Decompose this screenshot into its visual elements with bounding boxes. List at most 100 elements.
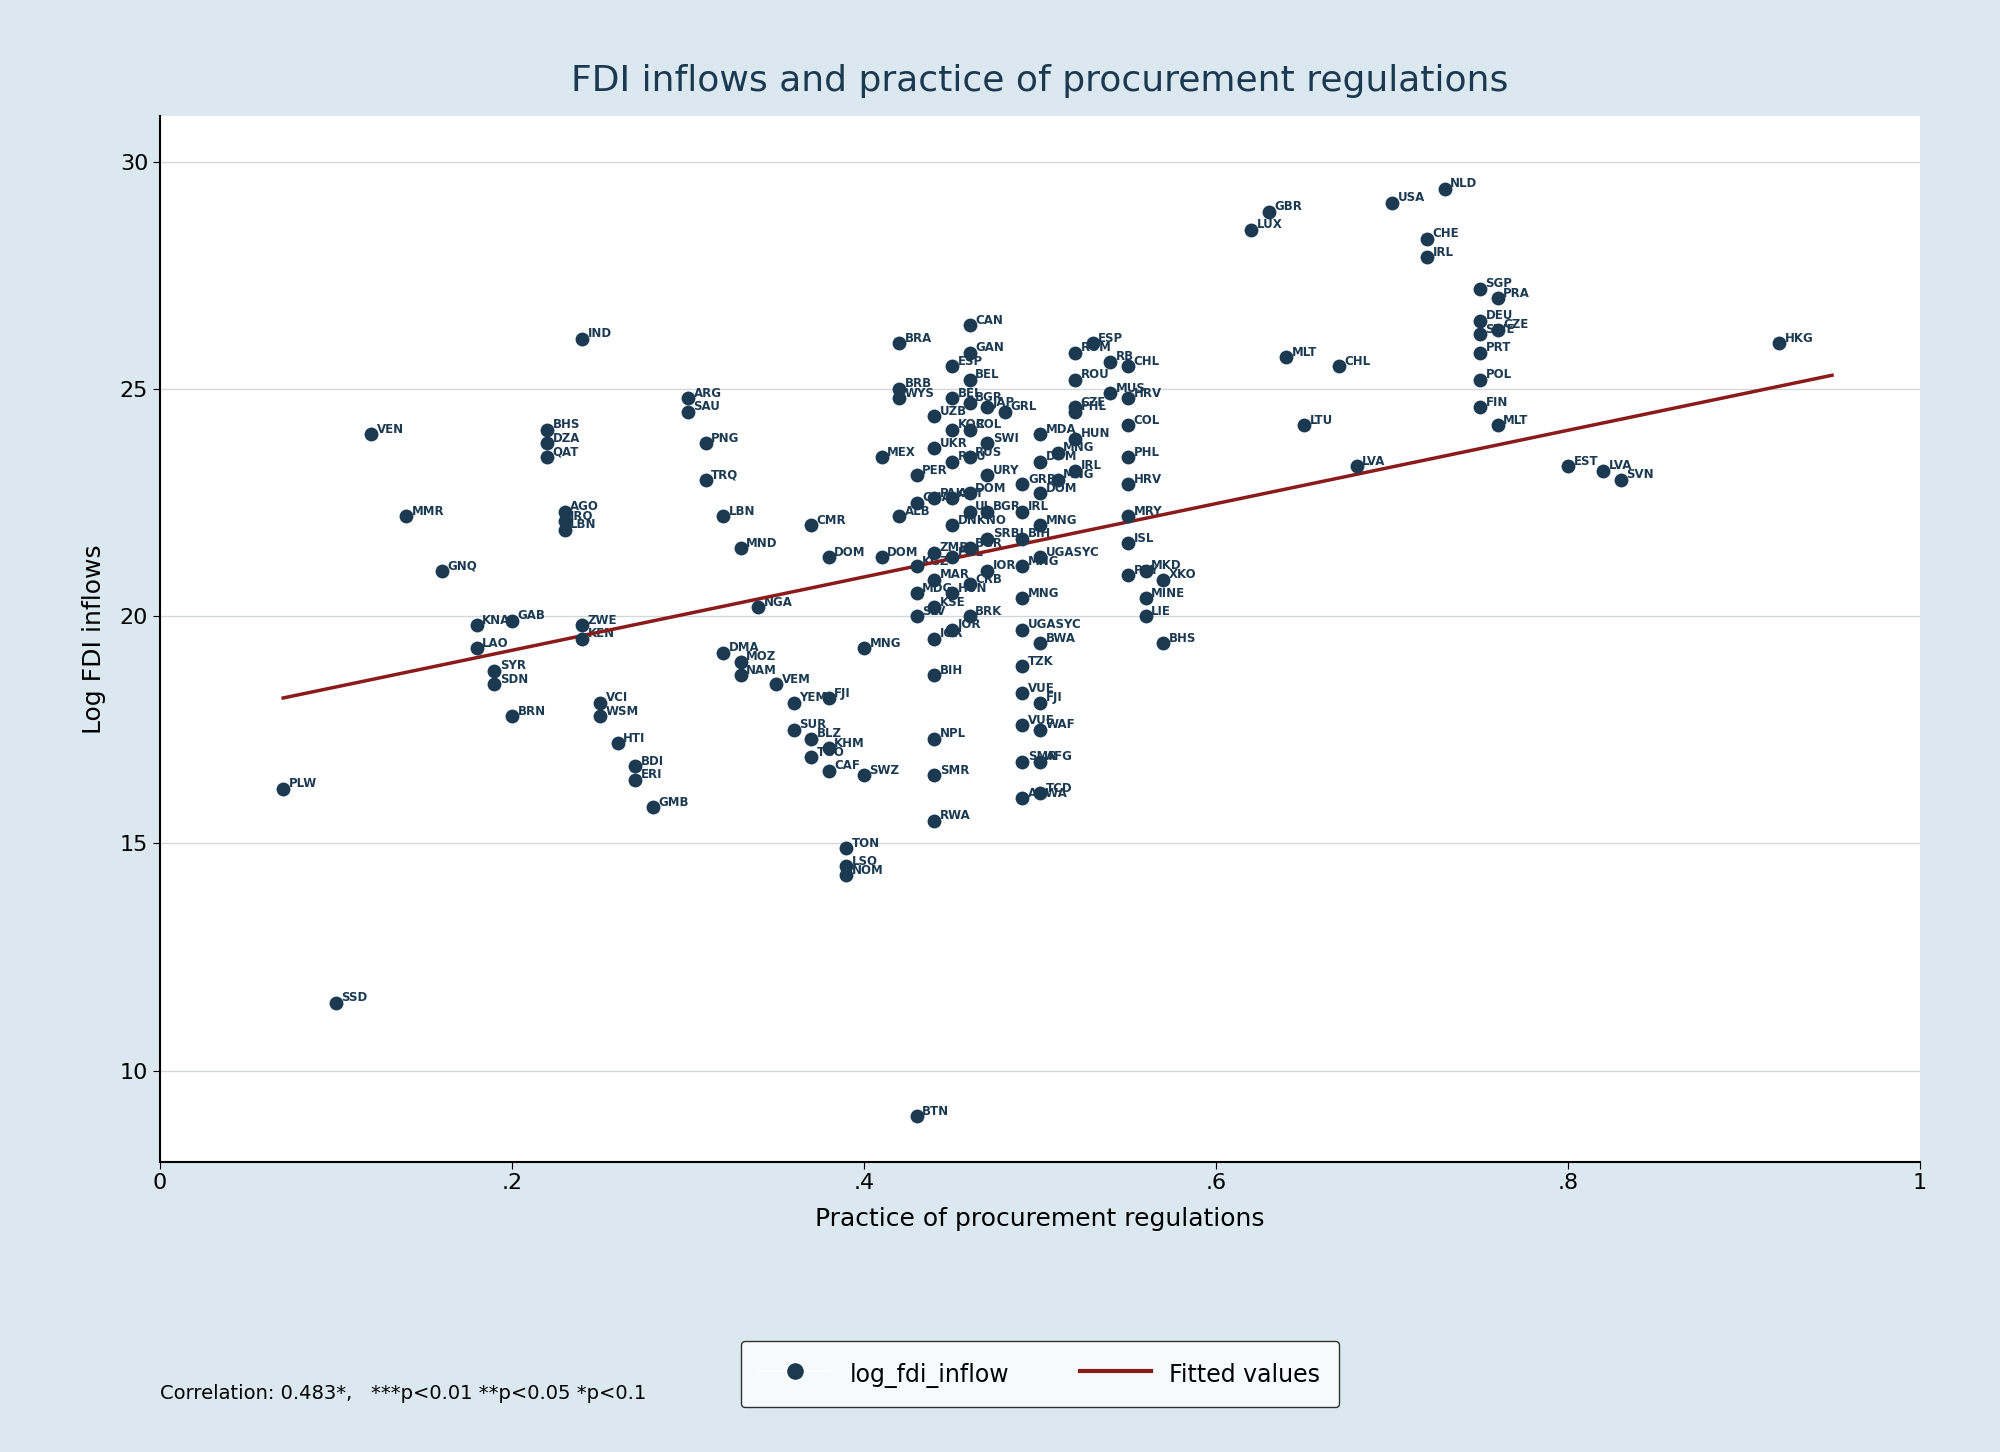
Point (1042, 468, 1074, 491)
Point (972, 527, 1004, 550)
Text: WSM: WSM (606, 704, 638, 717)
Text: IRL: IRL (1080, 459, 1102, 472)
Point (636, 796, 668, 819)
Text: DOM: DOM (976, 482, 1006, 495)
Text: LSO: LSO (852, 855, 878, 868)
Point (1006, 499, 1038, 523)
Point (972, 463, 1004, 486)
Text: BRN: BRN (518, 704, 546, 717)
Point (1112, 531, 1144, 555)
Point (1112, 504, 1144, 527)
Point (936, 354, 968, 378)
Point (1006, 787, 1038, 810)
Point (742, 595, 774, 619)
Point (918, 542, 950, 565)
Point (954, 446, 986, 469)
Point (918, 764, 950, 787)
Text: MINE: MINE (1152, 587, 1186, 600)
Text: CRB: CRB (976, 574, 1002, 587)
Point (1482, 318, 1514, 341)
Point (1324, 354, 1356, 378)
Text: XKO: XKO (1168, 568, 1196, 581)
Text: GBR: GBR (1274, 200, 1302, 213)
Text: VCI: VCI (606, 691, 628, 704)
Text: BEL: BEL (958, 386, 982, 399)
Text: NOM: NOM (852, 864, 884, 877)
Text: CHL: CHL (1134, 354, 1160, 367)
Point (1006, 713, 1038, 736)
Text: HKG: HKG (1784, 333, 1814, 346)
Point (320, 990, 352, 1013)
Point (936, 418, 968, 441)
Text: KNA: KNA (482, 614, 510, 627)
Text: VEN: VEN (376, 423, 404, 436)
Text: AFG: AFG (1046, 751, 1072, 764)
Point (1006, 619, 1038, 642)
Text: CZE: CZE (1504, 318, 1528, 331)
Point (1060, 399, 1092, 423)
Point (1112, 354, 1144, 378)
Text: MNG: MNG (1028, 587, 1060, 600)
Point (620, 755, 652, 778)
Text: SDN: SDN (500, 672, 528, 685)
Text: PHL: PHL (958, 546, 984, 559)
Point (936, 582, 968, 605)
Point (690, 468, 722, 491)
Point (708, 640, 740, 664)
Point (954, 536, 986, 559)
Text: PER: PER (922, 463, 948, 476)
Text: MOZ: MOZ (746, 650, 776, 664)
Text: SGP: SGP (1486, 277, 1512, 290)
Text: TZK: TZK (1028, 655, 1054, 668)
Point (1006, 473, 1038, 497)
Text: YEM: YEM (800, 691, 828, 704)
Point (1340, 454, 1372, 478)
Text: LBN: LBN (728, 505, 756, 518)
Text: CAF: CAF (834, 759, 860, 772)
Point (478, 672, 510, 696)
Text: URY: URY (992, 463, 1020, 476)
Text: MEX: MEX (888, 446, 916, 459)
Point (532, 418, 564, 441)
Point (936, 546, 968, 569)
Text: MNG: MNG (1046, 514, 1078, 527)
Point (830, 855, 862, 878)
Point (900, 604, 932, 627)
Point (548, 499, 580, 523)
Text: MDG: MDG (922, 582, 954, 595)
Point (796, 727, 828, 751)
Point (936, 450, 968, 473)
Text: BGR: BGR (976, 537, 1004, 550)
Text: BRB: BRB (904, 378, 932, 391)
Text: HUN: HUN (958, 582, 988, 595)
Point (1060, 427, 1092, 450)
Point (936, 386, 968, 409)
Text: MLT: MLT (1504, 414, 1528, 427)
Text: LBN: LBN (570, 518, 596, 531)
Point (1236, 218, 1268, 241)
Point (954, 604, 986, 627)
Text: CHE: CHE (1432, 228, 1460, 241)
Text: MMR: MMR (412, 505, 444, 518)
Point (918, 595, 950, 619)
Text: GNQ: GNQ (448, 559, 476, 572)
Text: HUN: HUN (1080, 427, 1110, 440)
Point (1024, 514, 1056, 537)
Point (1412, 228, 1444, 251)
Text: IOR: IOR (992, 559, 1016, 572)
Point (900, 463, 932, 486)
Text: DOM: DOM (888, 546, 918, 559)
Point (1006, 555, 1038, 578)
Text: DMA: DMA (728, 642, 760, 655)
Text: FJI: FJI (834, 687, 852, 700)
Text: ARWA: ARWA (1028, 787, 1068, 800)
Text: CHL: CHL (1344, 354, 1370, 367)
Point (918, 486, 950, 510)
Title: FDI inflows and practice of procurement regulations: FDI inflows and practice of procurement … (572, 64, 1508, 99)
Point (918, 568, 950, 591)
Text: SUR: SUR (800, 719, 826, 732)
Point (1060, 395, 1092, 418)
Point (954, 391, 986, 414)
Text: PNG: PNG (712, 433, 740, 446)
Text: LAO: LAO (482, 636, 508, 649)
